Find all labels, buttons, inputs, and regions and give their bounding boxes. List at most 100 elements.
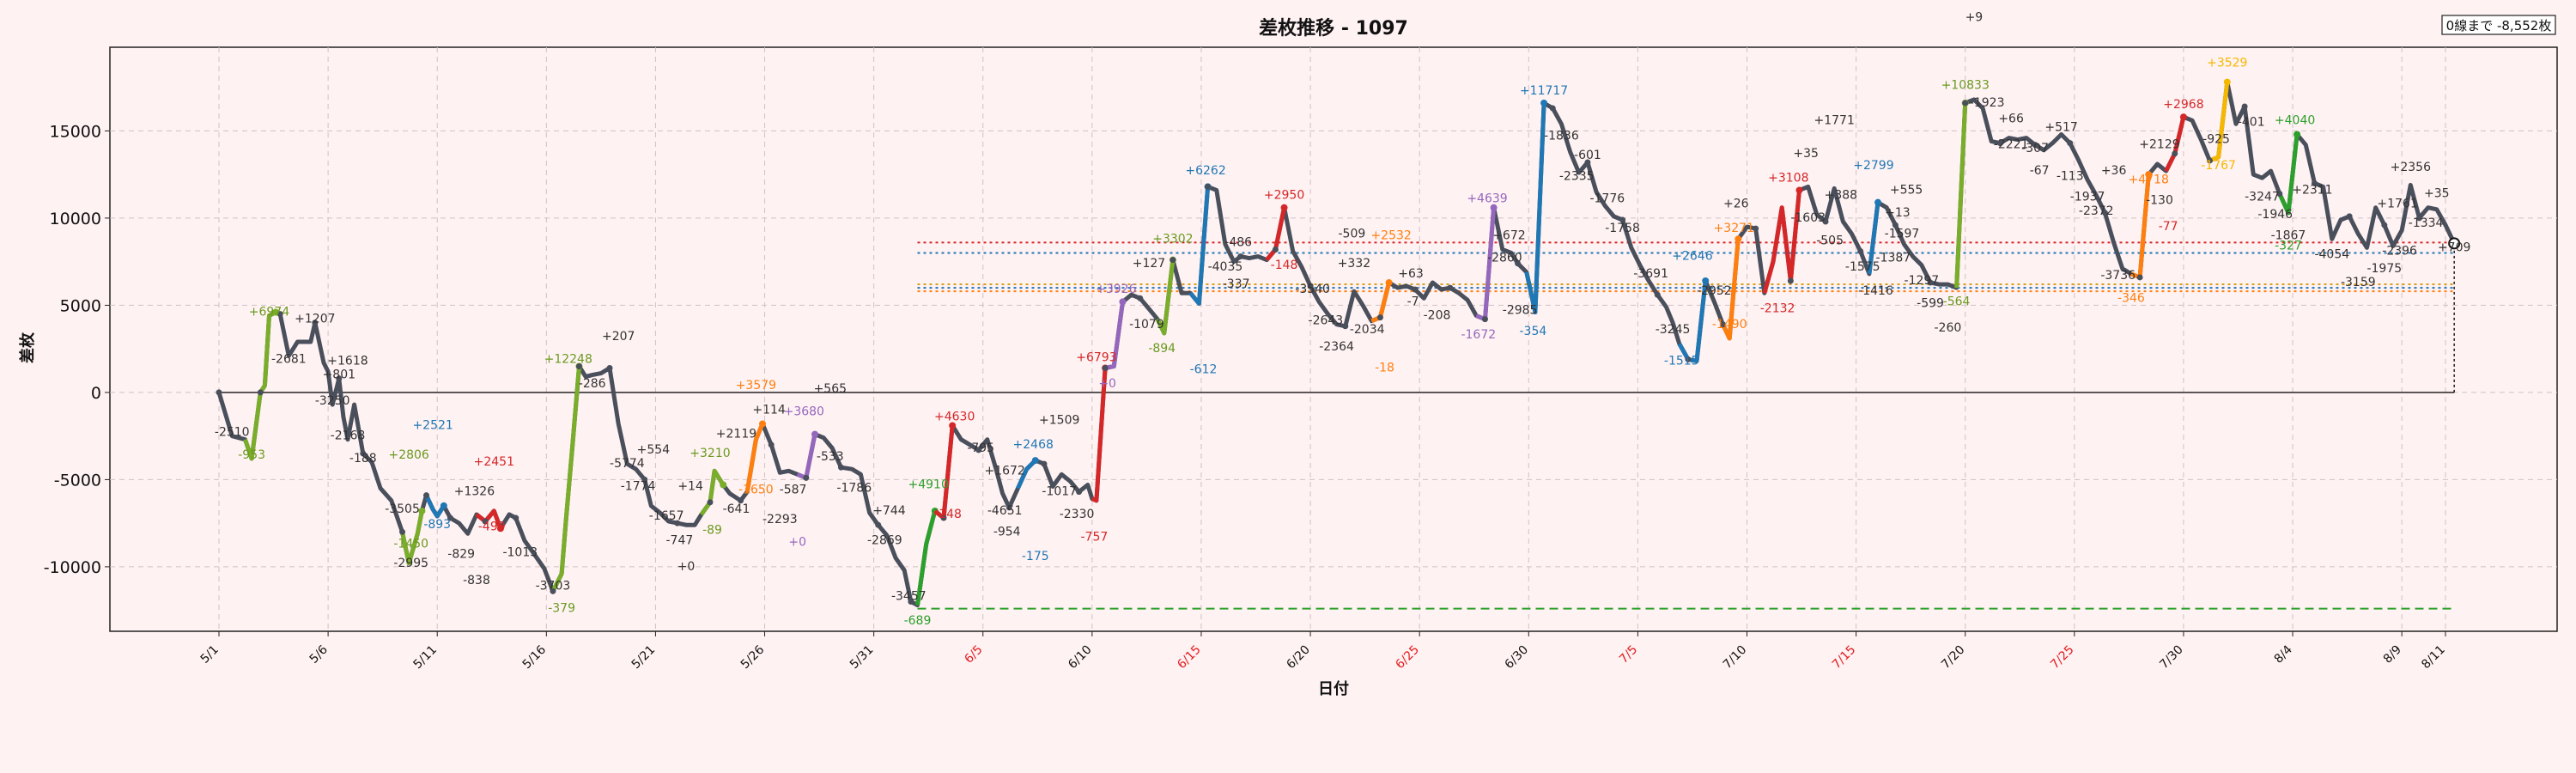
highlight-point bbox=[1795, 186, 1803, 194]
value-annotation: -533 bbox=[817, 450, 844, 464]
value-annotation: +2129 bbox=[2139, 138, 2179, 152]
value-annotation: +3926 bbox=[1096, 283, 1136, 296]
value-annotation: +0 bbox=[1098, 377, 1116, 391]
highlight-segment bbox=[1721, 239, 1741, 341]
value-annotation: +1761 bbox=[2377, 198, 2417, 211]
x-tick-label: 8/9 bbox=[2381, 643, 2404, 666]
value-annotation: +1672 bbox=[984, 464, 1024, 478]
highlight-segment bbox=[1954, 102, 1968, 289]
highlight-point bbox=[2145, 171, 2153, 179]
value-annotation: -5774 bbox=[610, 457, 645, 471]
value-annotation: -1450 bbox=[393, 538, 428, 551]
highlight-point bbox=[440, 502, 447, 509]
reference-lines bbox=[219, 241, 2455, 610]
highlight-point bbox=[2179, 113, 2187, 121]
data-point bbox=[1307, 283, 1314, 289]
value-annotation: -509 bbox=[1338, 227, 1365, 240]
data-point bbox=[1753, 225, 1759, 232]
highlight-segment bbox=[1016, 459, 1037, 490]
value-annotation: -747 bbox=[666, 534, 694, 548]
value-annotation: +2356 bbox=[2391, 161, 2431, 174]
value-annotation: -337 bbox=[1223, 277, 1250, 291]
data-point bbox=[423, 492, 430, 499]
data-point bbox=[2172, 150, 2178, 157]
value-annotation: +127 bbox=[1133, 257, 1165, 271]
x-tick-label: 7/20 bbox=[1939, 643, 1968, 673]
value-annotation: +35 bbox=[1793, 147, 1819, 161]
data-point bbox=[1342, 323, 1349, 330]
data-point bbox=[1685, 356, 1692, 362]
value-annotation: +6793 bbox=[1076, 350, 1116, 364]
value-annotation: +4639 bbox=[1467, 192, 1507, 206]
x-tick-label: 8/11 bbox=[2419, 643, 2448, 673]
value-annotation: -499 bbox=[478, 520, 506, 533]
value-annotation: -89 bbox=[702, 523, 722, 537]
value-annotation: -307 bbox=[2021, 142, 2049, 155]
value-annotation: +4630 bbox=[934, 410, 975, 423]
value-annotation: +3529 bbox=[2207, 56, 2247, 70]
value-annotation: -130 bbox=[2146, 194, 2173, 208]
value-annotation: -893 bbox=[423, 518, 451, 532]
value-annotation: +12248 bbox=[544, 352, 592, 366]
highlight-point bbox=[758, 420, 766, 428]
highlight-point bbox=[1874, 198, 1882, 206]
data-point bbox=[1619, 216, 1626, 223]
highlight-segment bbox=[915, 510, 938, 606]
highlight-segment bbox=[1762, 190, 1801, 294]
value-annotation: -829 bbox=[447, 548, 475, 562]
x-tick-label: 6/15 bbox=[1175, 643, 1204, 673]
value-annotation: +36 bbox=[2101, 164, 2127, 178]
value-annotation: +801 bbox=[323, 368, 355, 382]
data-point bbox=[875, 521, 882, 528]
value-annotation: -379 bbox=[548, 602, 575, 616]
x-tick-label: 8/4 bbox=[2272, 642, 2295, 666]
data-point bbox=[360, 450, 367, 457]
value-annotation: +2311 bbox=[2292, 184, 2332, 198]
value-annotation: -894 bbox=[1148, 342, 1176, 356]
value-annotation: -2168 bbox=[331, 429, 366, 443]
value-annotation: -1836 bbox=[1544, 130, 1579, 143]
value-annotation: -1672 bbox=[1461, 328, 1496, 342]
value-annotation: -208 bbox=[1424, 309, 1451, 323]
data-point bbox=[1927, 279, 1934, 286]
data-point bbox=[768, 441, 775, 448]
value-annotation: +114 bbox=[752, 403, 786, 417]
x-tick-label: 6/25 bbox=[1393, 643, 1422, 673]
value-annotation: +2532 bbox=[1370, 228, 1411, 242]
value-annotation: -1079 bbox=[1129, 318, 1164, 332]
value-annotation: -1597 bbox=[1885, 227, 1920, 240]
value-annotation: +14 bbox=[677, 480, 703, 494]
value-annotation: -1923 bbox=[1970, 96, 2005, 110]
value-annotation: +4718 bbox=[2129, 173, 2169, 186]
data-point bbox=[1549, 105, 1556, 112]
value-annotation: +3302 bbox=[1152, 232, 1193, 246]
value-annotation: -1946 bbox=[2257, 208, 2293, 222]
x-axis-label: 日付 bbox=[1318, 679, 1349, 698]
plot-area bbox=[109, 46, 2558, 632]
value-annotation: -641 bbox=[723, 502, 750, 516]
highlight-point bbox=[1031, 457, 1039, 465]
value-annotation: -1975 bbox=[2366, 262, 2402, 276]
highlight-segment bbox=[1677, 280, 1708, 363]
value-annotation: -3457 bbox=[891, 589, 927, 603]
data-point bbox=[1237, 253, 1244, 260]
data-point bbox=[1515, 260, 1522, 267]
value-annotation: +332 bbox=[1338, 257, 1370, 271]
data-point bbox=[908, 598, 914, 605]
value-annotation: -1575 bbox=[1845, 260, 1880, 274]
highlight-point bbox=[2223, 78, 2231, 86]
value-annotation: +26 bbox=[1723, 198, 1749, 211]
highlight-point bbox=[949, 422, 957, 429]
value-annotation: -67 bbox=[2030, 164, 2050, 178]
data-point bbox=[641, 476, 648, 483]
highlight-point bbox=[496, 525, 504, 533]
value-annotation: -327 bbox=[2275, 239, 2302, 253]
value-annotation: -2995 bbox=[393, 557, 428, 570]
value-annotation: +3579 bbox=[736, 379, 776, 393]
value-annotation: -260 bbox=[1934, 321, 1961, 335]
data-point bbox=[1996, 140, 2003, 147]
x-tick-label: 5/31 bbox=[848, 643, 877, 673]
data-point bbox=[1857, 247, 1864, 254]
value-annotation: -3159 bbox=[2341, 276, 2376, 289]
highlight-segment bbox=[1155, 259, 1176, 336]
